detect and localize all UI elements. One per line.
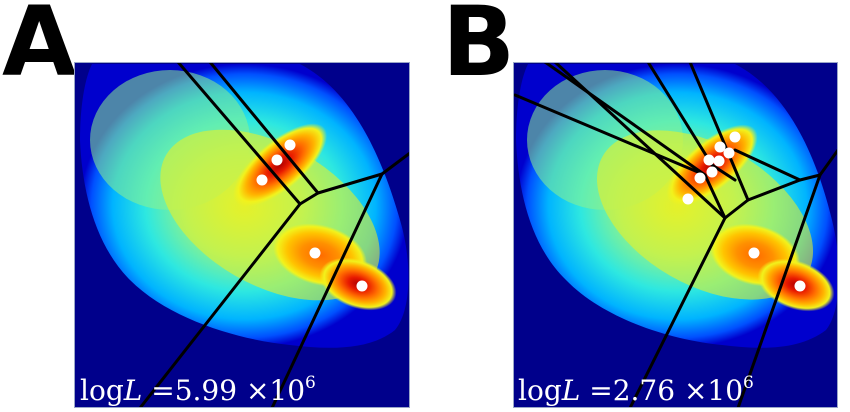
panel-b-point <box>694 172 706 184</box>
panel-a-voronoi-edges <box>138 62 410 408</box>
panel-b-point <box>714 141 726 153</box>
panel-b-point <box>748 247 760 259</box>
panel-a-edge <box>298 191 320 206</box>
panel-b-edge <box>818 148 838 177</box>
panel-a-edge <box>176 62 302 206</box>
panel-b-edge <box>736 173 822 408</box>
panel-b-edge <box>553 62 727 220</box>
panel-a-edge <box>208 62 320 195</box>
panel-b-edge <box>733 148 802 182</box>
panel-b-points <box>682 131 806 292</box>
panel-b-edge <box>798 173 822 182</box>
panel-a-points <box>256 139 368 292</box>
panel-a-edge <box>380 151 410 176</box>
panel-b-point <box>713 155 725 167</box>
panel-b: logL =2.76 ×106 <box>513 62 838 408</box>
panel-b-edge <box>628 216 727 408</box>
panel-letter-b: B <box>442 0 516 98</box>
panel-a-density-peak-upper <box>232 123 328 207</box>
panel-b-point <box>723 147 735 159</box>
panel-a-loglikelihood: logL =5.99 ×106 <box>80 373 316 407</box>
panel-b-edge <box>703 173 727 220</box>
panel-a-point <box>271 154 283 166</box>
panel-b-point <box>706 166 718 178</box>
panel-b-frame <box>513 62 838 408</box>
panel-b-point <box>729 131 741 143</box>
panel-a-frame <box>74 62 410 408</box>
panel-b-point <box>703 154 715 166</box>
panel-b-point <box>794 280 806 292</box>
panel-b-edge <box>513 93 707 177</box>
panel-a-point <box>284 139 296 151</box>
panel-b-edge <box>688 62 750 202</box>
panel-a-point <box>356 280 368 292</box>
panel-a-edge <box>316 172 384 195</box>
panel-a-point <box>309 247 321 259</box>
panel-b-point <box>682 193 694 205</box>
panel-b-edge <box>543 62 707 177</box>
panel-b-edge <box>723 198 750 220</box>
panel-b-loglikelihood: logL =2.76 ×106 <box>518 373 754 407</box>
panel-b-edge <box>646 62 714 167</box>
panel-b-edge <box>746 178 802 202</box>
panel-a-edge <box>138 202 302 408</box>
panel-b-edge <box>710 163 737 182</box>
panel-a-point <box>256 174 268 186</box>
panel-letter-a: A <box>2 0 77 98</box>
panel-b-voronoi-edges <box>513 62 838 408</box>
panel-a: logL =5.99 ×106 <box>74 62 410 408</box>
panel-a-edge <box>270 172 384 408</box>
